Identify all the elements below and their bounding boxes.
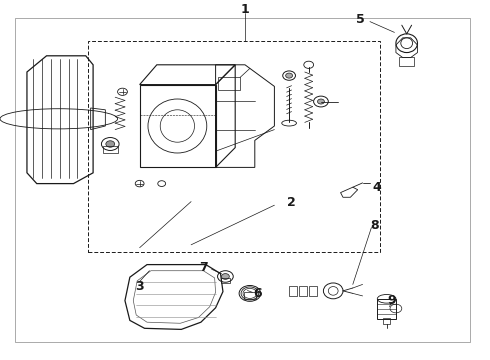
- Bar: [103, 146, 118, 153]
- Text: 9: 9: [388, 294, 396, 307]
- Bar: [220, 278, 230, 283]
- Circle shape: [318, 99, 324, 104]
- Text: 4: 4: [372, 181, 381, 194]
- Bar: [218, 77, 240, 90]
- Bar: [289, 286, 297, 296]
- Bar: [309, 286, 317, 296]
- Bar: [383, 318, 390, 324]
- Text: 3: 3: [135, 280, 144, 293]
- Text: 7: 7: [199, 261, 208, 274]
- Bar: [299, 286, 307, 296]
- Bar: [88, 41, 380, 252]
- Circle shape: [221, 274, 229, 279]
- Circle shape: [286, 73, 293, 78]
- Text: 8: 8: [370, 219, 379, 231]
- Text: 5: 5: [356, 13, 365, 26]
- Bar: [244, 292, 256, 299]
- Bar: [140, 85, 216, 167]
- Text: 6: 6: [253, 287, 262, 300]
- Circle shape: [106, 141, 115, 147]
- Text: 1: 1: [241, 3, 249, 15]
- Bar: [377, 299, 396, 319]
- Text: 2: 2: [287, 196, 296, 209]
- Bar: [399, 57, 414, 66]
